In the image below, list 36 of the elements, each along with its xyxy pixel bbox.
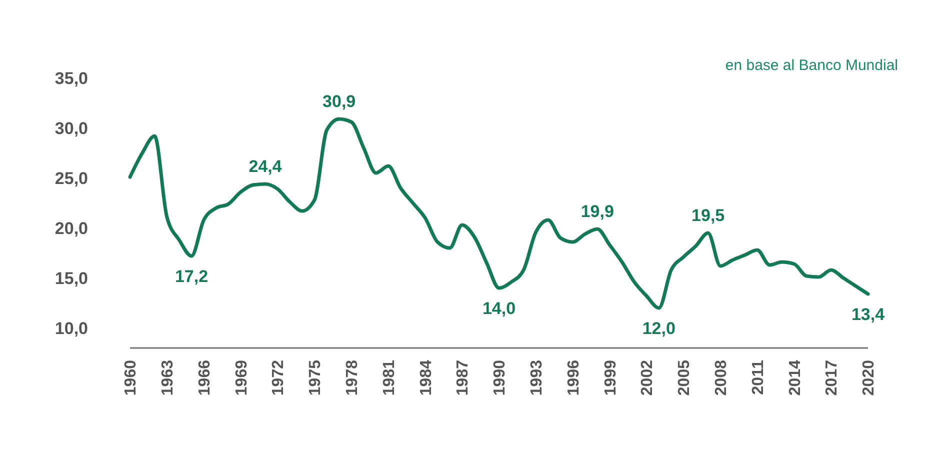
x-tick-label: 2011 [750, 360, 767, 395]
x-tick-label: 2014 [786, 360, 804, 396]
x-tick-label: 2005 [676, 360, 694, 396]
x-tick-label: 1963 [160, 360, 176, 396]
data-label: 19,5 [692, 206, 725, 225]
y-tick-label: 10,0 [54, 318, 88, 338]
y-tick-label: 20,0 [54, 218, 88, 238]
y-tick-label: 15,0 [54, 268, 88, 288]
y-tick-label: 25,0 [54, 168, 88, 188]
x-tick-label: 1978 [344, 360, 361, 396]
x-tick-label: 1984 [418, 360, 435, 396]
x-tick-label: 2008 [713, 360, 730, 396]
data-label: 19,9 [580, 202, 614, 221]
x-tick-label: 2020 [860, 360, 878, 396]
y-tick-label: 30,0 [54, 118, 88, 138]
x-tick-label: 1981 [380, 360, 398, 396]
x-tick-label: 1975 [307, 360, 324, 396]
x-tick-label: 1987 [454, 360, 472, 396]
data-label: 30,9 [322, 92, 356, 111]
data-label: 14,0 [482, 299, 516, 318]
x-tick-label: 1996 [565, 360, 582, 396]
x-tick-label: 1966 [196, 360, 214, 396]
x-tick-label: 1999 [602, 360, 620, 396]
y-tick-label: 35,0 [54, 68, 88, 88]
x-tick-label: 2002 [639, 360, 656, 396]
text: en base al Banco Mundial [725, 57, 898, 74]
x-tick-label: 1960 [122, 360, 140, 396]
data-label: 12,0 [642, 319, 676, 338]
x-tick-label: 1990 [492, 360, 509, 396]
x-tick-label: 1972 [270, 360, 288, 396]
data-label: 17,2 [174, 267, 208, 286]
x-tick-label: 1993 [528, 360, 546, 396]
data-label: 13,4 [851, 305, 886, 324]
x-tick-label: 2017 [824, 360, 841, 396]
data-label: 24,4 [248, 157, 282, 176]
x-tick-label: 1969 [233, 360, 250, 396]
